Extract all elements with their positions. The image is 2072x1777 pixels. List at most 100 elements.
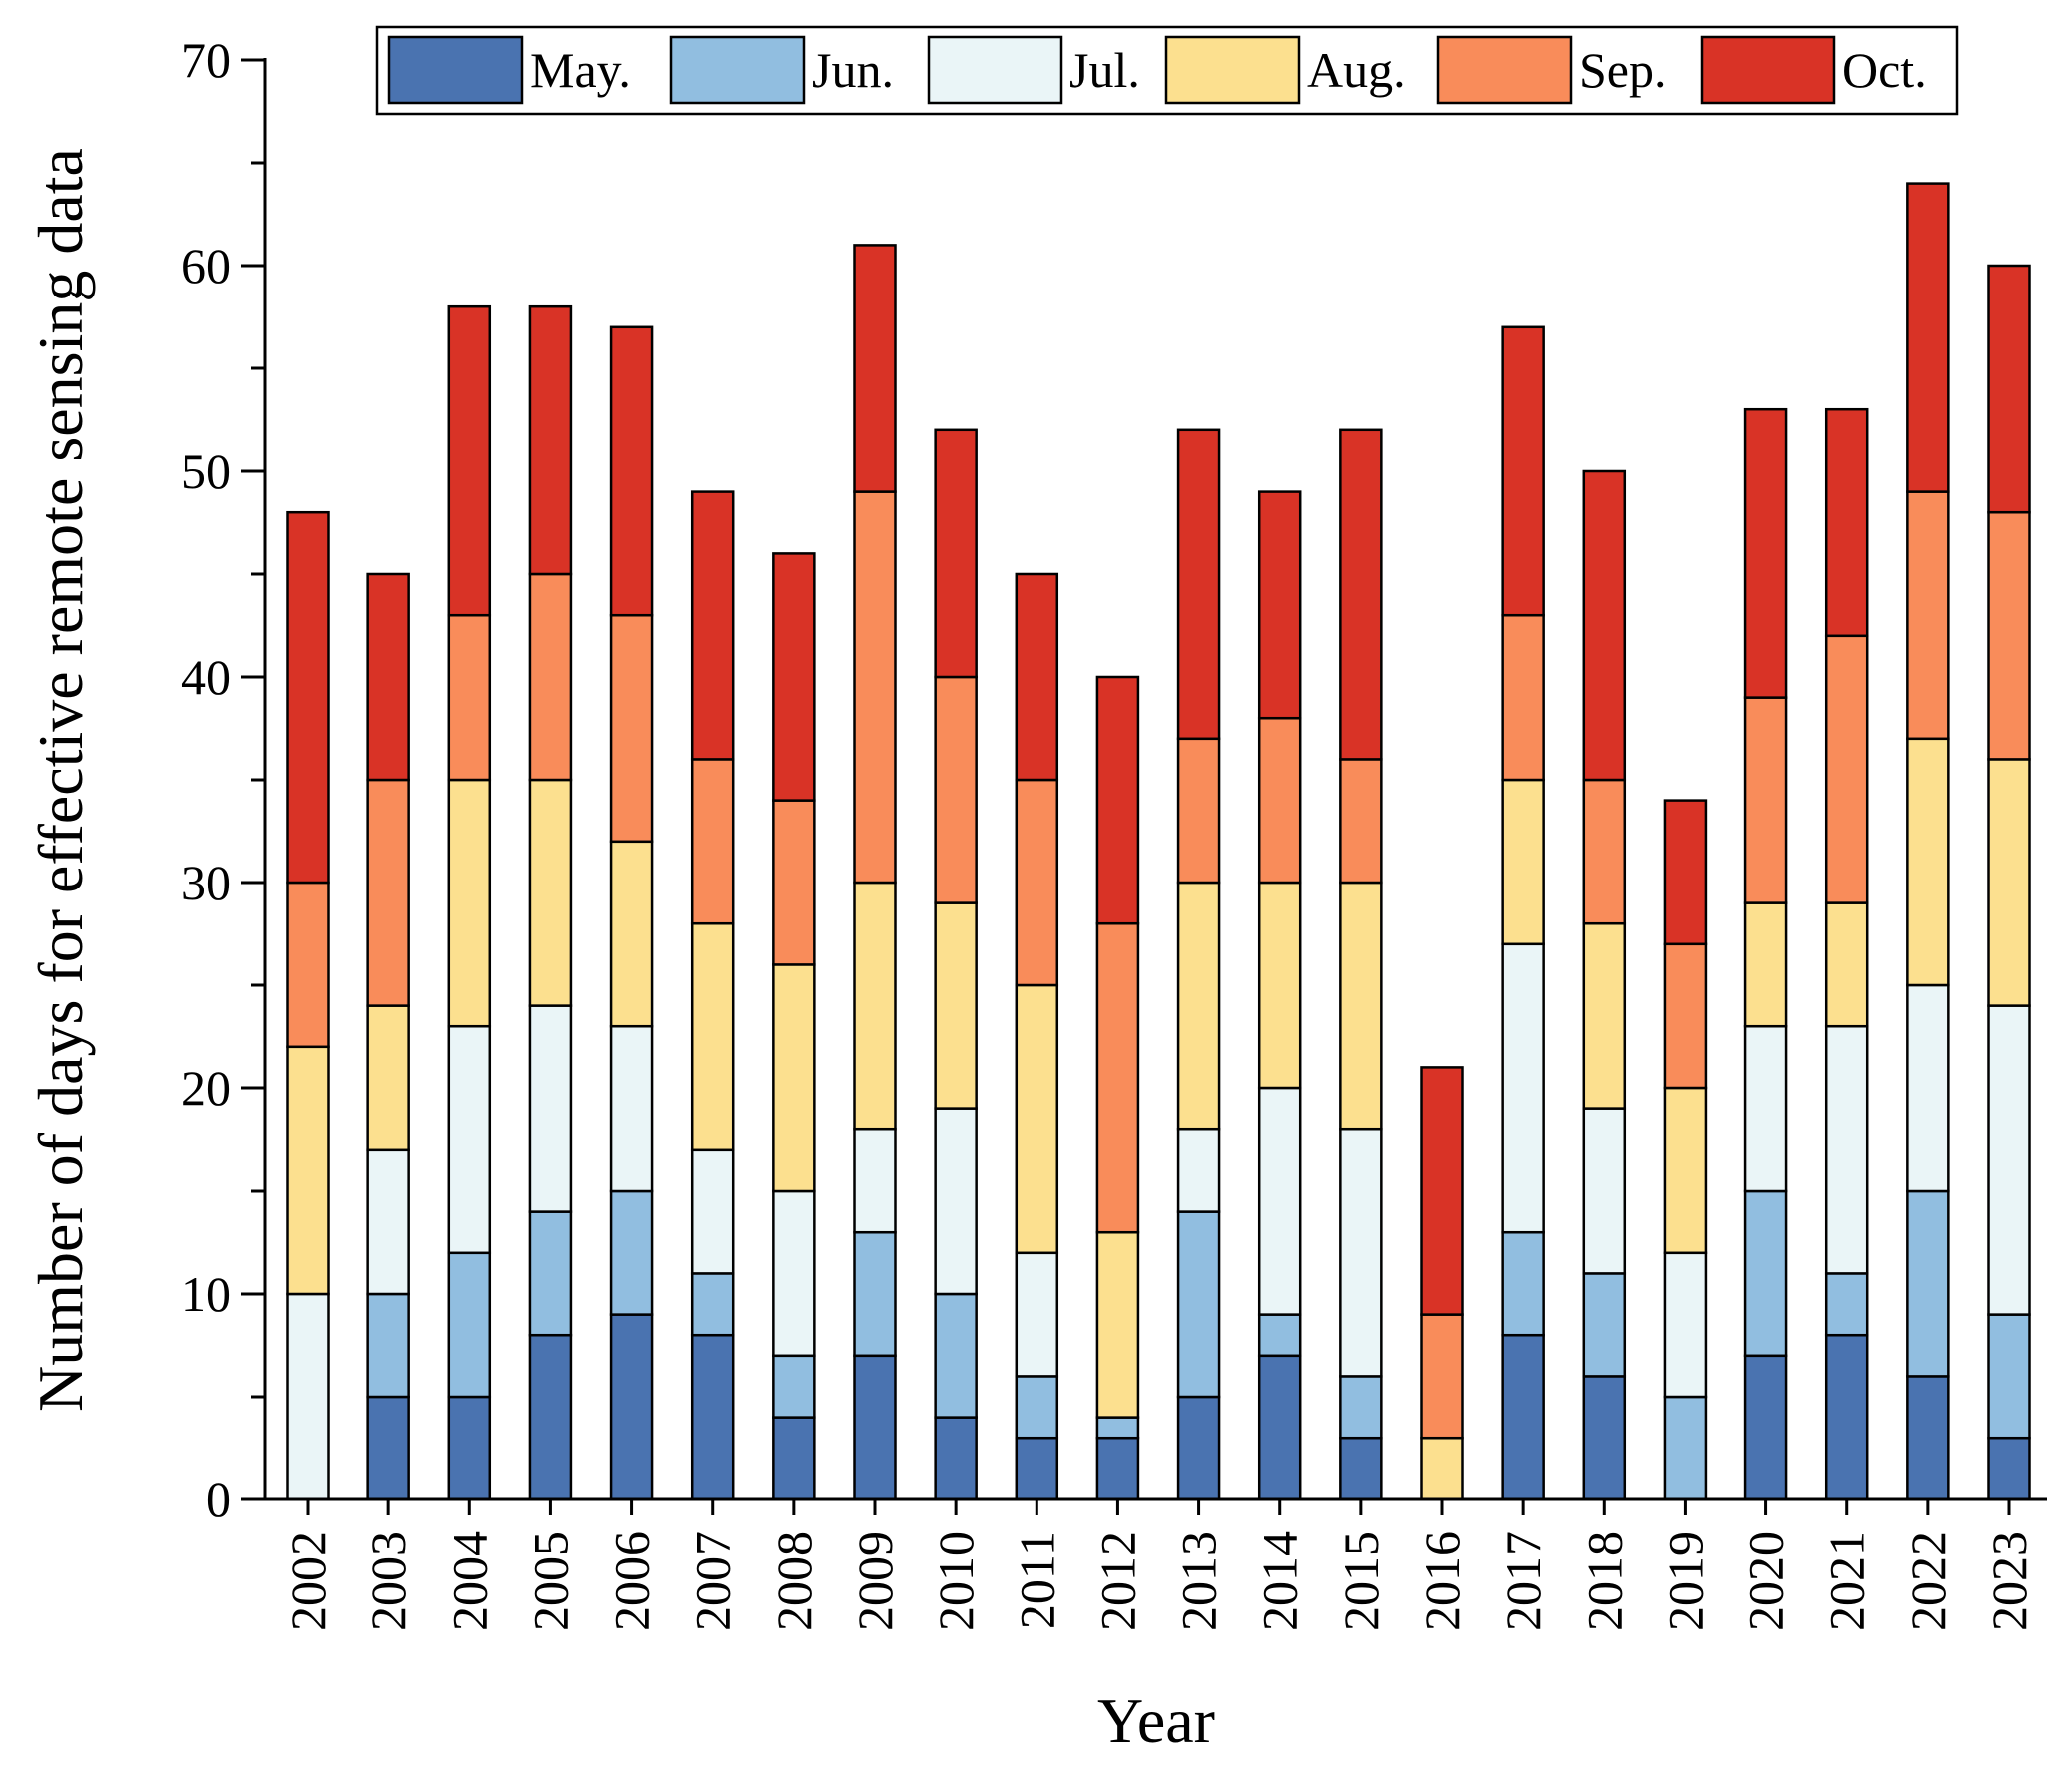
x-tick-label: 2006 bbox=[604, 1531, 660, 1631]
bar-segment bbox=[1824, 1272, 1869, 1337]
y-tick-label: 20 bbox=[181, 1060, 231, 1116]
x-tick-label: 2021 bbox=[1819, 1531, 1875, 1631]
legend-swatch bbox=[1436, 35, 1573, 105]
bar-segment bbox=[1987, 1313, 2031, 1440]
bar-segment bbox=[1176, 1210, 1221, 1399]
bar-segment bbox=[447, 613, 492, 782]
bar-segment bbox=[1420, 1436, 1464, 1501]
bar-segment bbox=[772, 963, 816, 1193]
bar-segment bbox=[1339, 1375, 1383, 1440]
bar-segment bbox=[1176, 881, 1221, 1131]
x-tick-label: 2015 bbox=[1333, 1531, 1389, 1631]
bar-segment bbox=[1582, 469, 1627, 782]
bar-segment bbox=[1501, 325, 1545, 617]
bar-segment bbox=[609, 1189, 654, 1316]
y-tick-label: 30 bbox=[181, 855, 231, 910]
bar-segment bbox=[1582, 778, 1627, 925]
bar-segment bbox=[447, 778, 492, 1028]
bar-segment bbox=[853, 881, 897, 1131]
bar-segment bbox=[1743, 696, 1788, 904]
bar-segment bbox=[528, 1333, 573, 1501]
bar-segment bbox=[1906, 182, 1950, 493]
x-tick-label: 2008 bbox=[766, 1531, 822, 1631]
bar-segment bbox=[1257, 716, 1302, 885]
bar-segment bbox=[366, 1292, 410, 1399]
x-tick-label: 2010 bbox=[928, 1531, 984, 1631]
legend: May. Jun. Jul. Aug. Sep. Oct. bbox=[375, 25, 1959, 116]
bar-segment bbox=[1501, 1333, 1545, 1501]
bar-segment bbox=[1824, 1024, 1869, 1275]
bar-segment bbox=[1663, 1251, 1708, 1399]
bar-segment bbox=[1339, 881, 1383, 1131]
bar-segment bbox=[528, 1210, 573, 1337]
bar-segment bbox=[1743, 407, 1788, 699]
bar-segment bbox=[772, 1189, 816, 1358]
bar-segment bbox=[1743, 901, 1788, 1028]
x-tick-label: 2012 bbox=[1089, 1531, 1145, 1631]
bar-segment bbox=[1501, 942, 1545, 1234]
x-tick-label: 2014 bbox=[1252, 1531, 1308, 1631]
bar-segment bbox=[366, 1004, 410, 1152]
bar-segment bbox=[1987, 1004, 2031, 1316]
bar-segment bbox=[772, 552, 816, 802]
bar-segment bbox=[366, 1395, 410, 1501]
bar-segment bbox=[690, 1333, 735, 1501]
bar-segment bbox=[1987, 264, 2031, 514]
y-tick-label: 40 bbox=[181, 649, 231, 705]
bar-segment bbox=[1906, 983, 1950, 1193]
bar-segment bbox=[286, 1045, 330, 1296]
bar-segment bbox=[1501, 1230, 1545, 1337]
bar-segment bbox=[853, 1354, 897, 1501]
bar-segment bbox=[934, 1107, 978, 1296]
x-tick-label: 2005 bbox=[522, 1531, 578, 1631]
bar-segment bbox=[286, 510, 330, 885]
x-tick-label: 2007 bbox=[685, 1531, 741, 1631]
bar-segment bbox=[934, 901, 978, 1110]
bar-segment bbox=[772, 799, 816, 966]
bar-segment bbox=[1095, 1416, 1140, 1440]
bar-segment bbox=[1015, 572, 1059, 782]
x-tick-label: 2002 bbox=[280, 1531, 336, 1631]
bar-segment bbox=[1582, 921, 1627, 1110]
legend-label: Aug. bbox=[1307, 42, 1406, 98]
bar-segment bbox=[447, 304, 492, 617]
bar-segment bbox=[609, 613, 654, 844]
bar-segment bbox=[609, 1313, 654, 1501]
bar-segment bbox=[1906, 1375, 1950, 1501]
x-tick-label: 2019 bbox=[1657, 1531, 1713, 1631]
bar-segment bbox=[690, 1148, 735, 1275]
bar-segment bbox=[853, 244, 897, 493]
x-tick-label: 2011 bbox=[1009, 1531, 1064, 1629]
bar-segment bbox=[609, 325, 654, 617]
x-axis-title: Year bbox=[1097, 1685, 1215, 1756]
bar-segment bbox=[1176, 737, 1221, 885]
bar-segment bbox=[690, 921, 735, 1152]
y-tick-label: 70 bbox=[181, 32, 231, 88]
bar-segment bbox=[1824, 1333, 1869, 1501]
bar-segment bbox=[1501, 778, 1545, 946]
legend-swatch bbox=[1700, 35, 1836, 105]
bar-segment bbox=[528, 778, 573, 1007]
x-tick-label: 2023 bbox=[1981, 1531, 2037, 1631]
bar-segment bbox=[366, 572, 410, 782]
bar-segment bbox=[1582, 1107, 1627, 1275]
bars-layer bbox=[286, 182, 2031, 1501]
x-tick-label: 2004 bbox=[441, 1531, 497, 1631]
bar-segment bbox=[1095, 1436, 1140, 1501]
bar-segment bbox=[853, 1127, 897, 1234]
bar-segment bbox=[1824, 901, 1869, 1028]
legend-label: Jul. bbox=[1069, 42, 1140, 98]
bar-segment bbox=[1176, 428, 1221, 741]
bar-segment bbox=[1015, 983, 1059, 1255]
bar-segment bbox=[1663, 942, 1708, 1090]
bar-segment bbox=[1743, 1189, 1788, 1358]
bar-segment bbox=[690, 1272, 735, 1337]
bar-segment bbox=[1987, 510, 2031, 761]
bar-segment bbox=[1015, 1251, 1059, 1378]
bar-segment bbox=[690, 758, 735, 925]
x-tick-label: 2022 bbox=[1900, 1531, 1956, 1631]
x-tick-label: 2020 bbox=[1738, 1531, 1794, 1631]
bar-segment bbox=[1420, 1313, 1464, 1440]
x-tick-label: 2013 bbox=[1171, 1531, 1227, 1631]
bar-segment bbox=[1015, 1436, 1059, 1501]
